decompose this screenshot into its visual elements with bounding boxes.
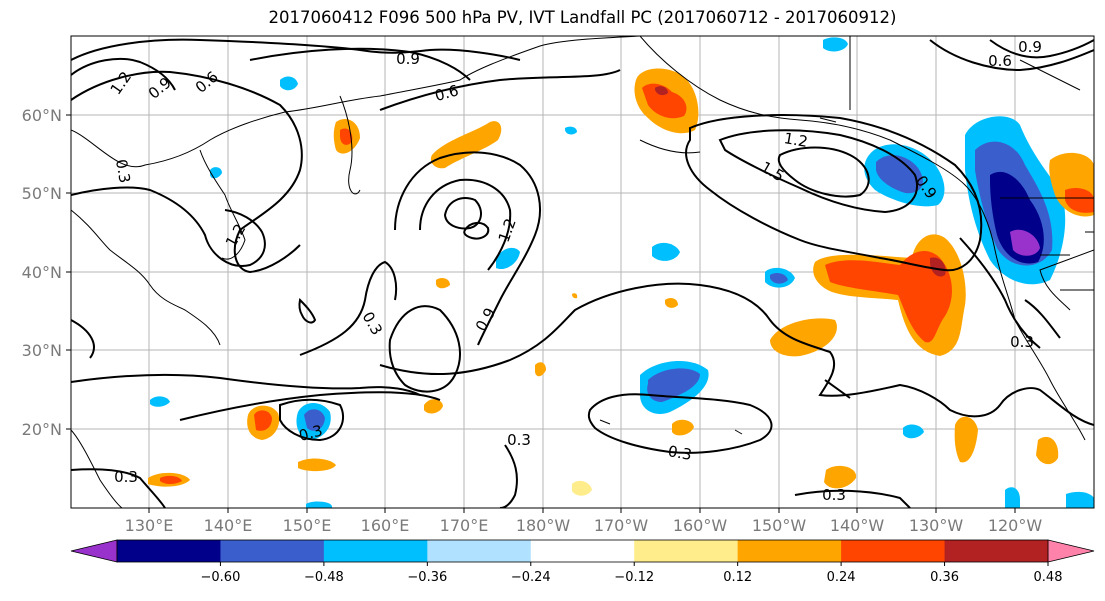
map-title: 2017060412 F096 500 hPa PV, IVT Landfall… (268, 8, 897, 27)
contour-label: 0.9 (1018, 38, 1042, 56)
lon-label: 130°W (909, 516, 964, 535)
colorbar: −0.60 −0.48 −0.36 −0.24 −0.12 0.12 0.24 0.36 0.4… (70, 539, 1095, 585)
colorbar-tick-label: −0.36 (407, 570, 447, 585)
coastlines (71, 36, 1094, 508)
lon-label: 160°W (673, 516, 728, 535)
lat-label: 60°N (22, 106, 62, 125)
colorbar-cell (117, 540, 221, 562)
colorbar-tick-label: −0.60 (201, 570, 241, 585)
lon-label: 150°E (283, 516, 332, 535)
contour-label: 0.6 (433, 81, 461, 105)
lon-label: 170°W (594, 516, 649, 535)
lon-label: 140°W (830, 516, 885, 535)
lon-label: 130°E (125, 516, 174, 535)
lon-label: 180°W (516, 516, 571, 535)
colorbar-cell (944, 540, 1049, 562)
latitude-labels: 60°N 50°N 40°N 30°N 20°N (22, 106, 62, 439)
colorbar-tick-label: −0.12 (614, 570, 654, 585)
colorbar-cell (737, 540, 842, 562)
lon-label: 140°E (204, 516, 253, 535)
colorbar-tick-label: 0.48 (1034, 570, 1063, 585)
contour-label: 0.3 (114, 468, 138, 486)
ivt-shading (148, 37, 1094, 508)
colorbar-extend-high (1047, 539, 1095, 563)
colorbar-cell (841, 540, 946, 562)
colorbar-frame (116, 539, 1049, 563)
colorbar-cell (530, 540, 635, 562)
lat-label: 40°N (22, 263, 62, 282)
contour-label: 0.3 (297, 421, 325, 445)
colorbar-cell (427, 540, 532, 562)
contour-label: 0.3 (1010, 333, 1034, 351)
colorbar-tick-label: 0.24 (827, 570, 856, 585)
contour-label: 0.3 (507, 431, 531, 449)
lat-label: 20°N (22, 420, 62, 439)
colorbar-tick-label: −0.24 (511, 570, 551, 585)
lat-label: 30°N (22, 341, 62, 360)
lon-label: 120°W (988, 516, 1043, 535)
colorbar-tick-label: −0.48 (304, 570, 344, 585)
contour-label: 0.9 (396, 50, 420, 68)
longitude-labels: 130°E 140°E 150°E 160°E 170°E 180°W 170°… (125, 516, 1043, 535)
colorbar-cell (634, 540, 739, 562)
colorbar-tick-label: 0.12 (723, 570, 752, 585)
contour-label: 1.2 (783, 129, 810, 151)
lon-label: 150°W (752, 516, 807, 535)
contour-label: 0.3 (822, 486, 846, 504)
colorbar-tick-label: 0.36 (930, 570, 959, 585)
contour-label: 0.3 (112, 158, 134, 185)
pv-contours (71, 38, 1094, 508)
lon-label: 170°E (440, 516, 489, 535)
colorbar-cell (323, 540, 428, 562)
colorbar-extend-low (70, 539, 118, 563)
contour-label: 0.6 (988, 52, 1012, 70)
lat-label: 50°N (22, 184, 62, 203)
lon-label: 160°E (361, 516, 410, 535)
colorbar-cell (220, 540, 325, 562)
contour-label: 0.3 (667, 442, 694, 464)
axis-ticks (66, 114, 1016, 513)
